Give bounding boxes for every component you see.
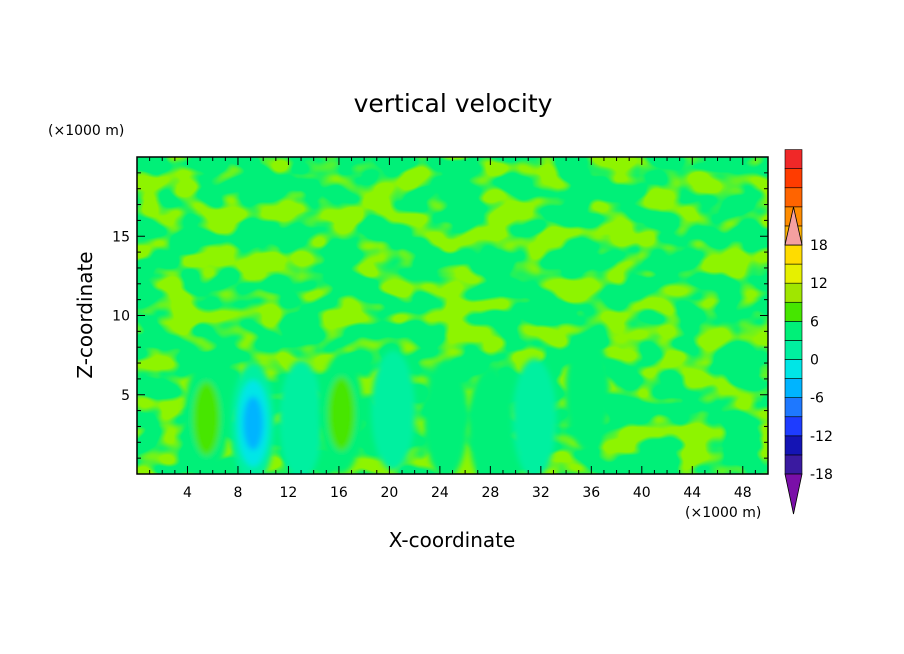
velocity-cell-8: [565, 331, 610, 452]
velocity-contour: [327, 376, 355, 451]
colorbar-extend-min: [784, 473, 803, 515]
plot-field: [137, 157, 768, 474]
x-axis: 4 8 12 16 20 24 28 32 36 40 44 48: [149, 157, 756, 501]
x-tick-label: 20: [380, 485, 398, 501]
y-tick-label: 10: [112, 309, 130, 325]
x-tick-label: 16: [330, 485, 348, 501]
colorbar-extend-max: [784, 206, 803, 246]
velocity-cell-3: [319, 353, 364, 474]
x-tick-label: 4: [183, 485, 192, 501]
x-tick-label: 32: [532, 485, 550, 501]
y-unit-label: (×1000 m): [48, 123, 124, 139]
velocity-cell-1: [231, 363, 276, 474]
y-tick-label: 5: [121, 388, 130, 404]
x-tick-label: 24: [431, 485, 449, 501]
colorbar-band: [784, 397, 803, 418]
colorbar-band: [784, 359, 803, 379]
x-tick-label: 44: [683, 485, 701, 501]
colorbar-tick-label: -6: [810, 391, 824, 407]
x-tick-label: 36: [582, 485, 600, 501]
colorbar-tick-label: -18: [810, 467, 833, 483]
colorbar-band: [784, 340, 803, 360]
velocity-cell-6: [468, 366, 513, 474]
velocity-contour: [512, 358, 557, 474]
colorbar-band: [784, 168, 803, 189]
colorbar-tick-label: 18: [810, 238, 828, 254]
x-tick-label: 48: [734, 485, 752, 501]
x-unit-label: (×1000 m): [685, 505, 761, 521]
colorbar-band: [784, 301, 803, 322]
colorbar-tick-label: -12: [810, 429, 833, 445]
velocity-cells: [184, 331, 610, 474]
y-axis: 5 10 15: [112, 172, 768, 459]
velocity-contour: [243, 396, 263, 450]
colorbar-band: [784, 416, 803, 437]
velocity-cell-0: [184, 358, 229, 474]
velocity-contour: [424, 358, 469, 474]
velocity-cell-5: [424, 358, 469, 474]
colorbar: 18 12 6 0 -6 -12 -18: [784, 149, 833, 515]
colorbar-tick-label: 0: [810, 353, 819, 369]
colorbar-band: [784, 454, 803, 475]
colorbar-band: [784, 149, 803, 169]
x-tick-label: 8: [233, 485, 242, 501]
colorbar-tick-label: 6: [810, 314, 819, 330]
x-tick-label: 40: [633, 485, 651, 501]
colorbar-band: [784, 244, 803, 265]
velocity-contour: [468, 366, 513, 474]
velocity-contour: [192, 381, 220, 456]
velocity-cell-4: [371, 350, 416, 471]
x-tick-label: 28: [481, 485, 499, 501]
colorbar-band: [784, 378, 803, 398]
velocity-contour: [371, 350, 416, 471]
colorbar-band: [784, 321, 803, 341]
x-tick-label: 12: [280, 485, 298, 501]
y-tick-label: 15: [112, 229, 130, 245]
x-axis-label: X-coordinate: [389, 528, 516, 552]
colorbar-band: [784, 435, 803, 456]
colorbar-tick-label: 12: [810, 276, 828, 292]
colorbar-band: [784, 187, 803, 208]
velocity-contour: [565, 331, 610, 452]
colorbar-band: [784, 282, 803, 303]
y-axis-label: Z-coordinate: [73, 251, 97, 378]
velocity-cell-7: [512, 358, 557, 474]
velocity-contour: [279, 360, 324, 474]
colorbar-band: [784, 263, 803, 284]
chart-title: vertical velocity: [354, 89, 553, 118]
velocity-cell-2: [279, 360, 324, 474]
